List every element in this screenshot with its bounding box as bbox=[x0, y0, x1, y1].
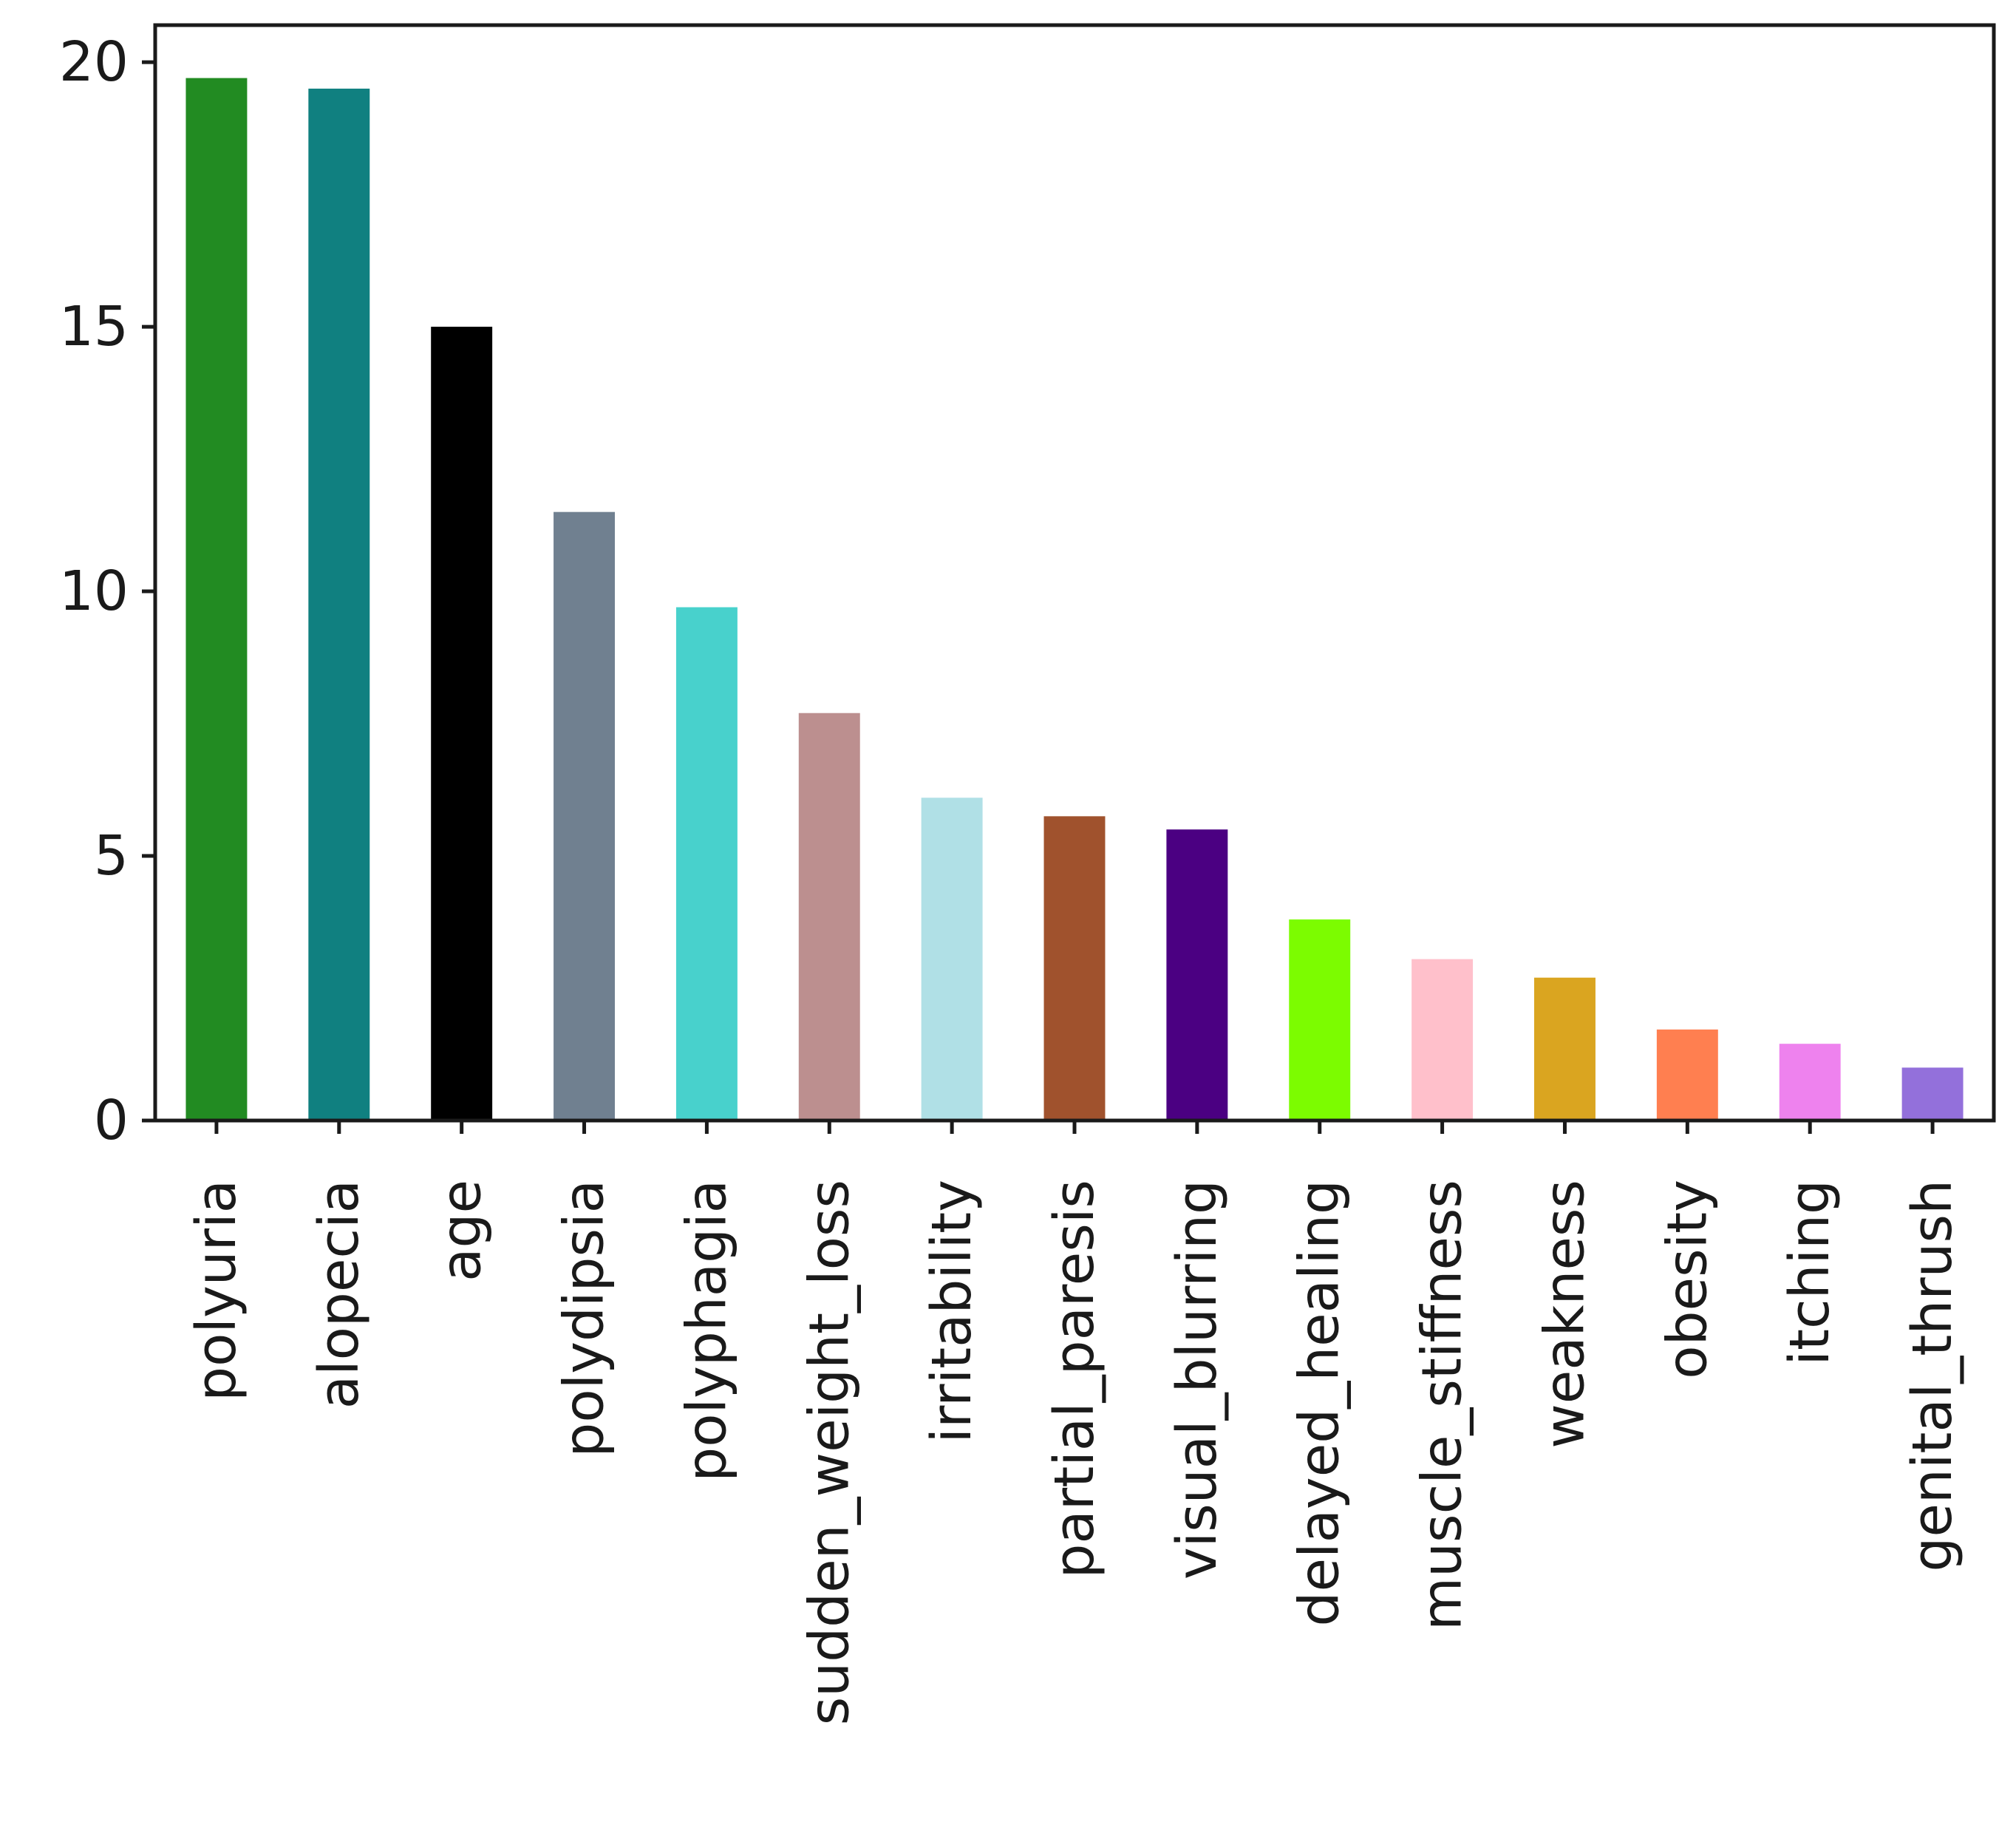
x-tick-label: genital_thrush bbox=[1901, 1180, 1964, 1572]
y-tick-label: 15 bbox=[59, 295, 129, 358]
bar-sudden-weight-loss bbox=[798, 713, 860, 1121]
bar-polydipsia bbox=[554, 511, 615, 1121]
x-axis: polyuria alopecia age polydipsia polyphagia s… bbox=[185, 1121, 1964, 1725]
y-tick-label: 10 bbox=[59, 560, 129, 623]
x-tick-label: itching bbox=[1778, 1180, 1842, 1366]
x-tick-label: sudden_weight_loss bbox=[797, 1180, 861, 1725]
x-tick-label: alopecia bbox=[307, 1180, 371, 1409]
x-tick-label: age bbox=[430, 1180, 494, 1282]
bar-alopecia bbox=[308, 88, 370, 1121]
bar-muscle-stiffness bbox=[1411, 959, 1474, 1121]
x-tick-label: weakness bbox=[1533, 1180, 1596, 1449]
x-tick-label: visual_blurring bbox=[1165, 1180, 1229, 1580]
bar-itching bbox=[1779, 1044, 1841, 1121]
x-tick-label: obesity bbox=[1655, 1180, 1719, 1379]
y-tick-label: 0 bbox=[94, 1089, 129, 1152]
y-axis: 0 5 10 15 20 bbox=[59, 30, 155, 1152]
y-tick-label: 5 bbox=[94, 824, 129, 888]
x-tick-label: polydipsia bbox=[553, 1180, 616, 1458]
x-tick-label: irritability bbox=[920, 1180, 984, 1444]
y-tick-label: 20 bbox=[59, 30, 129, 94]
x-tick-label: muscle_stiffness bbox=[1411, 1180, 1474, 1631]
bar-partial-paresis bbox=[1043, 816, 1106, 1121]
bar-genital-thrush bbox=[1901, 1067, 1964, 1121]
bar-polyphagia bbox=[675, 607, 738, 1121]
bar-irritability bbox=[921, 798, 983, 1121]
x-tick-label: delayed_healing bbox=[1288, 1180, 1352, 1626]
bars-group bbox=[185, 78, 1964, 1121]
bar-polyuria bbox=[185, 78, 248, 1121]
bar-visual-blurring bbox=[1166, 829, 1228, 1121]
bar-delayed-healing bbox=[1289, 919, 1351, 1121]
x-tick-label: polyuria bbox=[185, 1180, 248, 1401]
x-tick-label: partial_paresis bbox=[1043, 1180, 1106, 1579]
bar-age bbox=[431, 327, 493, 1121]
bar-obesity bbox=[1656, 1029, 1718, 1121]
plot-frame bbox=[153, 23, 1996, 1123]
x-tick-label: polyphagia bbox=[675, 1180, 738, 1482]
bar-weakness bbox=[1534, 977, 1596, 1121]
